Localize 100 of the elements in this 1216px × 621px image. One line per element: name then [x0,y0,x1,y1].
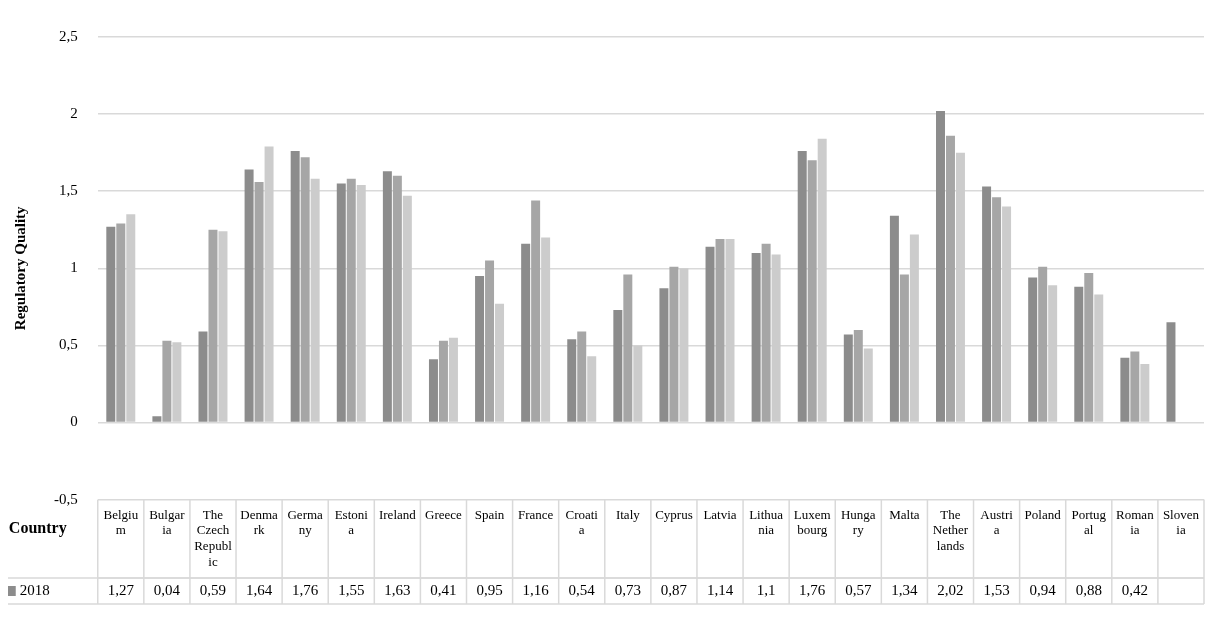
data-label: 1,64 [245,581,273,598]
bar [982,186,992,422]
bar [899,274,909,422]
x-tick-label: Latvia [703,506,737,522]
data-label: 0,42 [1121,581,1148,598]
x-axis-title: Country [8,518,67,537]
bar [705,246,715,422]
data-label: 1,76 [292,581,319,598]
bar [218,231,228,422]
bar [428,359,438,422]
bar [172,342,182,422]
data-label: 1,76 [799,581,826,598]
bar [1028,277,1038,422]
bar [955,152,965,422]
bar [392,175,402,422]
data-label: 1,1 [756,581,776,598]
bar [669,266,679,422]
bar [623,274,633,422]
bar [761,243,771,422]
data-label: 2,02 [937,581,964,598]
data-label: 1,16 [522,581,550,598]
x-tick-label: France [517,506,554,522]
bar [336,183,346,422]
bar [679,268,689,422]
bar [382,171,392,422]
x-tick-label: Romania [1116,506,1155,538]
bar [254,181,264,422]
data-label: 0,73 [614,581,641,598]
y-tick-label: -0,5 [54,490,78,507]
x-tick-label: Spain [474,506,505,522]
data-label: 0,54 [568,581,596,598]
data-label: 1,14 [706,581,734,598]
bar [152,416,162,422]
bar [613,309,623,422]
bar [1094,294,1104,422]
x-tick-label: The Netherlands [932,506,969,554]
bar [889,215,899,422]
bar [1074,286,1084,422]
bar [936,111,945,422]
bar [1140,363,1150,422]
x-tick-label: The Czech Republic [194,506,233,569]
bar [356,185,366,422]
bar [116,223,126,422]
y-tick-label: 0 [70,413,78,430]
data-label: 0,94 [1029,581,1057,598]
bar [208,229,218,422]
bar [1120,357,1130,422]
bar [521,243,531,422]
bar [909,234,919,422]
x-tick-label: Austria [980,506,1014,538]
bar [863,348,873,422]
bar [1130,351,1140,422]
bar [531,200,541,422]
x-tick-label: Belgium [103,506,139,538]
bar [771,254,781,422]
x-tick-label: Portugal [1071,506,1107,538]
y-tick-label: 2,5 [59,27,78,44]
bar [541,237,551,422]
data-label: 0,95 [476,581,503,598]
data-label: 0,57 [845,581,872,598]
bar [290,151,300,422]
bar [402,195,412,422]
data-label: 1,63 [384,581,411,598]
x-tick-label: Lithuania [749,506,784,538]
data-label: 0,41 [430,581,457,598]
x-tick-label: Germany [287,506,324,538]
data-label: 0,04 [153,581,181,598]
bar [659,288,669,422]
bar [106,226,116,422]
x-tick-label: Estonia [334,506,369,538]
bar [244,169,254,422]
bar [587,356,597,422]
bar [633,345,643,422]
x-tick-label: Slovenia [1162,506,1200,538]
data-label: 0,87 [660,581,688,598]
x-tick-label: Luxembourg [793,506,831,538]
bar [198,331,208,422]
data-label: 0,88 [1075,581,1102,598]
bar [853,329,863,422]
data-label: 1,27 [107,581,135,598]
bar [715,239,725,422]
bar [264,146,274,422]
bar [1002,206,1012,422]
bar [945,135,955,422]
x-tick-label: Croatia [565,506,599,538]
x-tick-label: Hungary [840,506,876,538]
data-label: 1,34 [891,581,919,598]
bar [751,252,761,422]
bar [577,331,587,422]
data-label: 1,53 [983,581,1010,598]
bar [567,339,577,422]
bar [1166,322,1176,422]
bar [300,157,310,422]
y-tick-label: 1,5 [59,182,78,199]
data-label: 1,55 [338,581,365,598]
bar [1084,272,1094,422]
bar [843,334,853,422]
bar [126,214,136,422]
y-tick-label: 1 [70,259,78,276]
y-axis-title: Regulatory Quality [11,205,28,331]
